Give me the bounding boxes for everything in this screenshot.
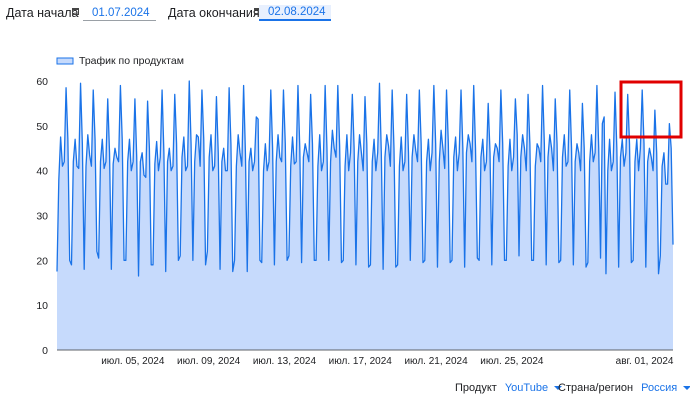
- y-tick-label: 40: [36, 166, 48, 178]
- region-label: Страна/регион: [558, 382, 634, 394]
- region-filter[interactable]: Страна/регион Россия: [558, 382, 690, 394]
- x-tick-label: июл. 25, 2024: [480, 356, 544, 367]
- x-tick-label: июл. 17, 2024: [329, 356, 393, 367]
- chevron-down-icon[interactable]: [683, 386, 690, 391]
- x-tick-label: июл. 13, 2024: [253, 356, 317, 367]
- x-tick-label: июл. 09, 2024: [177, 356, 241, 367]
- plot-area: [56, 80, 674, 350]
- y-tick-label: 60: [36, 76, 48, 88]
- y-tick-label: 30: [36, 211, 48, 223]
- end-date-input[interactable]: [259, 5, 331, 21]
- chevron-down-icon[interactable]: [554, 386, 563, 391]
- x-tick-label: июл. 05, 2024: [101, 356, 165, 367]
- y-tick-label: 20: [36, 255, 48, 267]
- end-date-label: Дата окончания: [168, 6, 260, 20]
- legend-label: Трафик по продуктам: [79, 55, 184, 67]
- highlight-box: [619, 80, 683, 139]
- y-axis: 0 10 20 30 40 50 60: [36, 76, 48, 357]
- start-date-input[interactable]: [83, 5, 156, 21]
- y-tick-label: 0: [42, 345, 48, 357]
- product-filter[interactable]: Продукт YouTube: [455, 382, 563, 394]
- series-area: [57, 81, 673, 350]
- product-value[interactable]: YouTube: [504, 382, 549, 394]
- x-tick-label: июл. 21, 2024: [404, 356, 468, 367]
- x-tick-label: авг. 01, 2024: [616, 356, 674, 367]
- traffic-chart: Трафик по продуктам 0 10 20 30 40 50 60 июл. 0…: [36, 55, 683, 367]
- start-date-label: Дата начала: [6, 6, 79, 20]
- y-tick-label: 50: [36, 121, 48, 133]
- y-tick-label: 10: [36, 300, 48, 312]
- x-axis: июл. 05, 2024 июл. 09, 2024 июл. 13, 2024 и…: [57, 349, 674, 367]
- chart-legend: Трафик по продуктам: [56, 55, 184, 67]
- product-label: Продукт: [455, 382, 497, 394]
- legend-swatch: [56, 57, 74, 65]
- calendar-icon[interactable]: [72, 8, 79, 15]
- series-line: [56, 80, 674, 277]
- region-value[interactable]: Россия: [641, 382, 678, 394]
